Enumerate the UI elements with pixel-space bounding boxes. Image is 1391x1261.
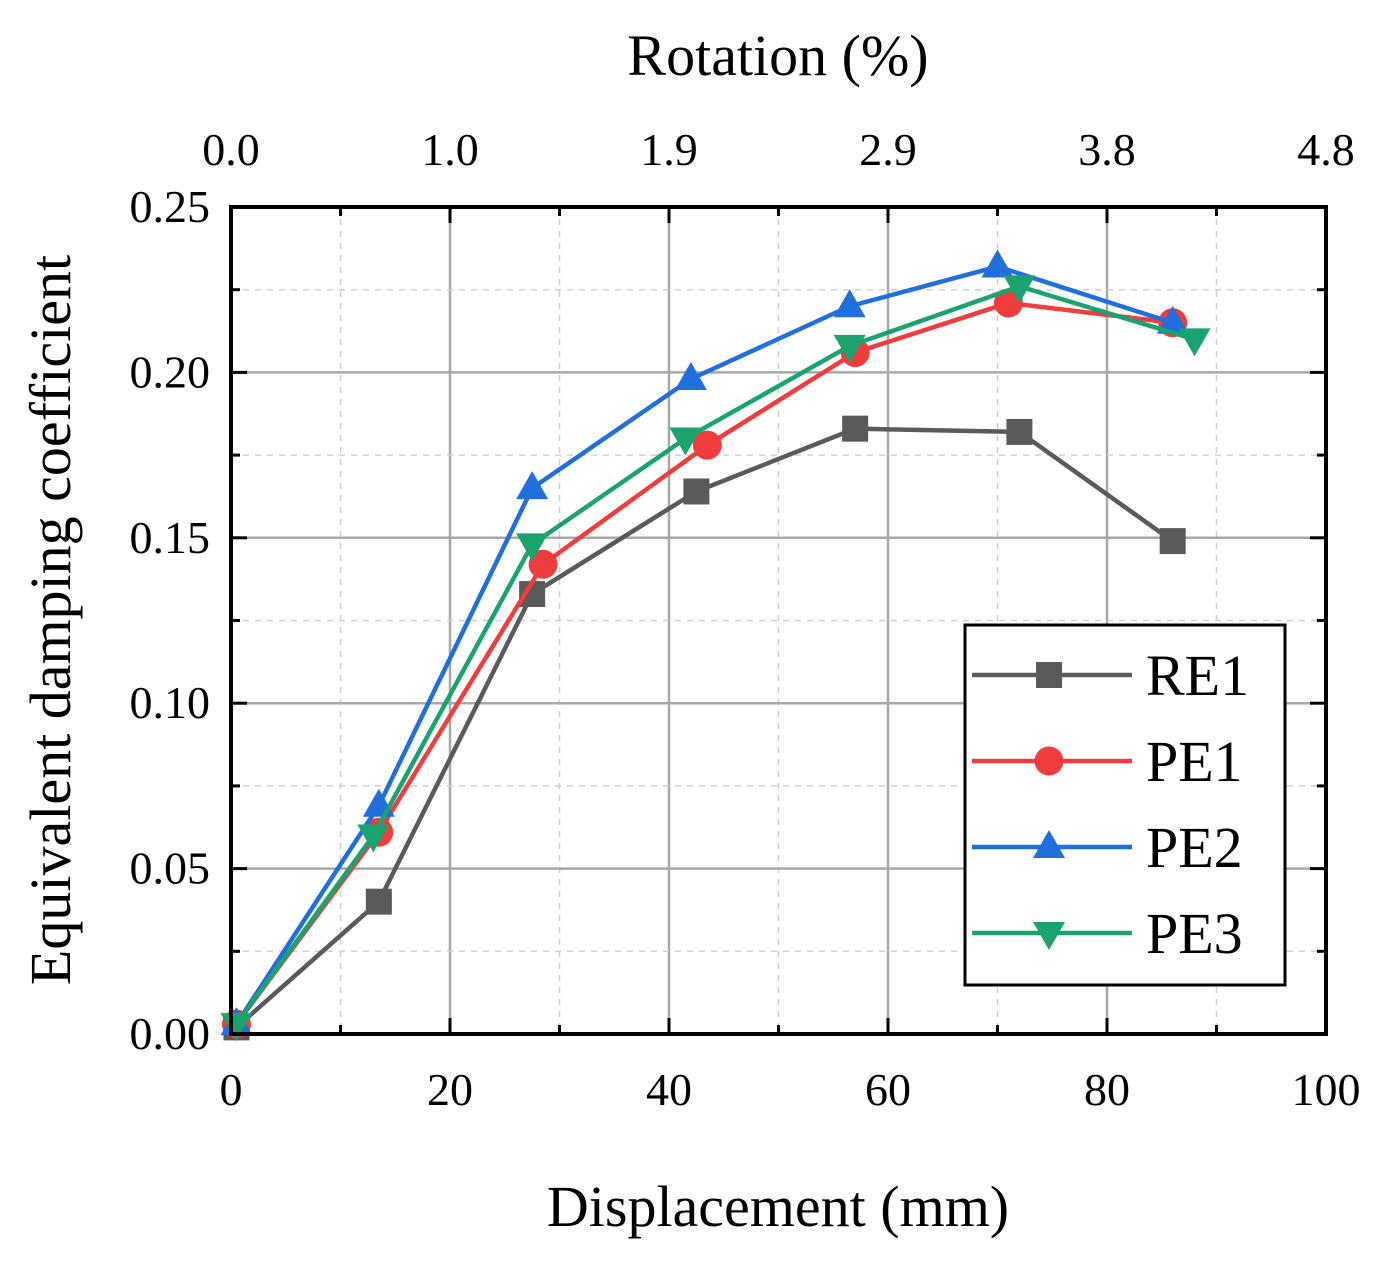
top-tick-label: 3.8 [1078,124,1136,175]
series-pe3 [220,275,1211,1042]
data-point-pe2 [1156,305,1189,334]
ticks [229,205,1328,1036]
legend-marker-pe2 [1033,830,1065,858]
legend-marker-re1 [1036,662,1062,688]
legend-label-pe3: PE3 [1146,901,1243,966]
data-point-pe2 [981,249,1014,278]
legend-label-re1: RE1 [1146,643,1249,708]
x-axis-title: Displacement (mm) [547,1174,1009,1239]
top-tick-label: 1.9 [640,124,698,175]
data-point-re1 [842,415,869,442]
top-tick-label: 1.0 [421,124,479,175]
data-point-re1 [1006,418,1033,445]
legend-marker-pe1 [1034,746,1064,776]
x-tick-label: 40 [646,1064,692,1115]
series-layer [220,249,1211,1042]
x-tick-label: 20 [427,1064,473,1115]
data-point-pe1 [528,549,558,579]
x-tick-label: 100 [1292,1064,1361,1115]
legend-marker-pe3 [1033,922,1065,950]
data-point-pe3 [833,334,866,363]
data-point-pe2 [833,289,866,318]
y-tick-label: 0.05 [130,843,211,894]
tick-labels: 0 20 40 60 80 100 0.0 1.0 1.9 2.9 3.8 4.8 0.00 0.05 0.… [130,124,1361,1115]
top-axis-title: Rotation (%) [627,23,928,88]
data-point-pe3 [516,533,549,562]
y-tick-label: 0.25 [130,181,211,232]
y-tick-label: 0.00 [130,1008,211,1059]
legend-label-pe1: PE1 [1146,729,1243,794]
top-tick-label: 4.8 [1297,124,1355,175]
data-point-pe3 [1178,328,1211,357]
data-point-re1 [683,478,710,505]
x-tick-label: 60 [865,1064,911,1115]
data-point-pe2 [516,471,549,500]
x-tick-label: 0 [220,1064,243,1115]
y-tick-label: 0.15 [130,512,211,563]
x-tick-label: 80 [1084,1064,1130,1115]
data-point-pe3 [220,1013,253,1042]
data-point-pe3 [357,824,390,853]
y-axis-title: Equivalent damping coefficient [18,255,83,985]
y-tick-label: 0.10 [130,677,211,728]
legend-label-pe2: PE2 [1146,815,1243,880]
legend-box [963,623,1287,987]
top-tick-label: 0.0 [202,124,260,175]
data-point-pe1 [692,430,722,460]
y-tick-label: 0.20 [130,346,211,397]
legend: RE1 PE1 PE2 PE3 [963,623,1287,987]
data-point-pe3 [669,427,702,456]
data-point-pe3 [1003,275,1036,304]
top-tick-label: 2.9 [859,124,917,175]
data-point-re1 [1159,528,1186,555]
data-point-pe2 [674,362,707,391]
data-point-re1 [365,888,392,915]
